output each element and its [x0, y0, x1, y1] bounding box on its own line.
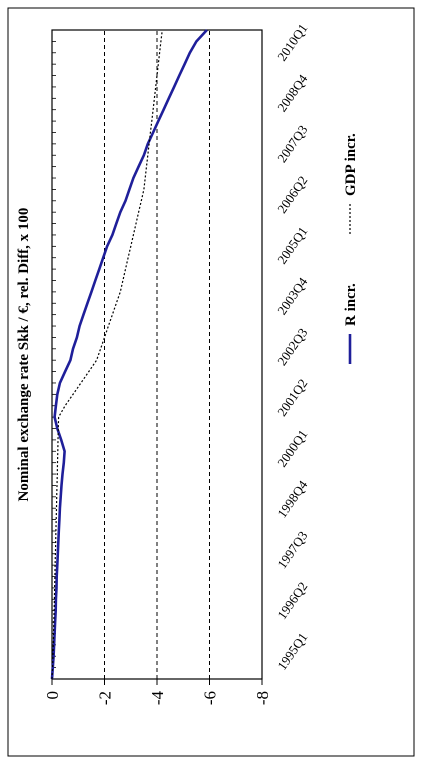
- y-tick-label: -4: [148, 691, 167, 706]
- y-tick-label: -6: [201, 691, 220, 705]
- legend-label: R incr.: [343, 283, 359, 326]
- legend-label: GDP incr.: [343, 133, 359, 196]
- series-line: [50, 29, 208, 680]
- y-tick-label: -2: [96, 691, 115, 705]
- y-tick-label: -8: [253, 691, 272, 705]
- y-tick-label: 0: [43, 691, 62, 700]
- series-line: [51, 29, 163, 680]
- chart-title: Nominal exchange rate Skk / €, rel. Diff…: [16, 208, 32, 502]
